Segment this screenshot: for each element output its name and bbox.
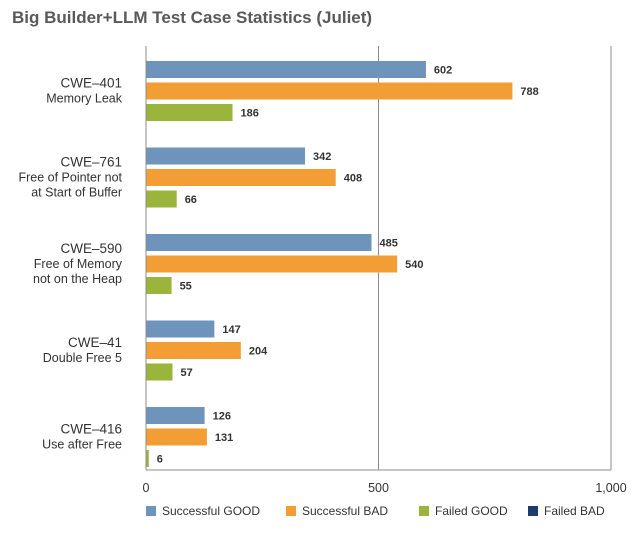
category-label: at Start of Buffer [31, 186, 122, 200]
bar [146, 428, 207, 446]
data-label: 147 [222, 324, 240, 336]
bar [146, 277, 172, 294]
legend-swatch [286, 506, 296, 516]
data-label: 6 [157, 454, 163, 466]
legend-swatch [146, 506, 156, 516]
bar [146, 190, 177, 208]
bar [146, 407, 205, 424]
bar [146, 61, 426, 78]
chart-title: Big Builder+LLM Test Case Statistics (Ju… [12, 8, 373, 27]
category-code-label: CWE–761 [60, 155, 122, 170]
category-label: Double Free 5 [43, 351, 122, 365]
category-label: Free of Memory [34, 257, 123, 271]
data-label: 204 [249, 346, 268, 358]
category-code-label: CWE–41 [68, 335, 122, 350]
legend-entry: Successful GOOD [162, 504, 260, 518]
data-label: 485 [380, 238, 398, 250]
category-label: Free of Pointer not [18, 171, 122, 185]
data-label: 408 [344, 173, 362, 185]
bar [146, 147, 306, 165]
bar [146, 82, 513, 100]
bar [146, 169, 336, 186]
data-label: 342 [313, 151, 331, 163]
legend-entry: Failed GOOD [435, 504, 508, 518]
x-tick-label: 1,000 [595, 481, 626, 495]
bar [146, 342, 241, 359]
legend-entry: Successful BAD [302, 504, 388, 518]
bar [146, 450, 149, 467]
bar [146, 363, 173, 381]
data-label: 66 [185, 194, 197, 206]
data-label: 186 [240, 108, 258, 120]
category-label: Memory Leak [46, 92, 122, 106]
x-tick-label: 500 [368, 481, 389, 495]
data-label: 57 [181, 367, 193, 379]
legend-entry: Failed BAD [544, 504, 605, 518]
bar [146, 255, 398, 273]
data-label: 131 [215, 432, 233, 444]
data-label: 126 [213, 411, 231, 423]
category-label: Use after Free [42, 438, 122, 452]
legend-swatch [419, 506, 429, 516]
category-code-label: CWE–416 [60, 422, 122, 437]
data-label: 788 [520, 86, 538, 98]
bar [146, 234, 372, 251]
data-label: 55 [180, 281, 192, 293]
data-label: 602 [434, 65, 452, 77]
x-tick-label: 0 [143, 481, 150, 495]
category-code-label: CWE–401 [60, 76, 122, 91]
legend-swatch [528, 506, 538, 516]
category-label: not on the Heap [33, 272, 122, 286]
category-code-label: CWE–590 [60, 241, 122, 256]
data-label: 540 [405, 259, 423, 271]
bar [146, 104, 233, 121]
bar [146, 320, 215, 338]
